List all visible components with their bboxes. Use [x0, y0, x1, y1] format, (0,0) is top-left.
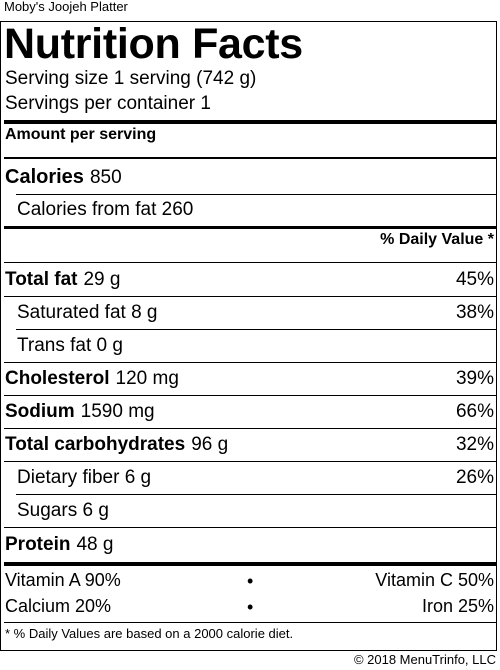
- servings-per-container: Servings per container 1: [5, 93, 211, 114]
- thin-divider: [4, 461, 496, 462]
- nutrient-daily-value: 45%: [455, 268, 494, 290]
- nutrient-daily-value: 38%: [455, 301, 494, 323]
- nutrient-daily-value: 26%: [455, 466, 494, 488]
- nutrient-amount: 96 g: [191, 433, 229, 455]
- nutrient-name: Dietary fiber 6 g: [17, 466, 152, 488]
- thin-divider: [4, 395, 496, 396]
- nutrient-row-cholesterol: Cholesterol 120 mg 39%: [5, 362, 494, 395]
- thin-divider: [4, 262, 496, 263]
- nutrient-row-total-carbohydrates: Total carbohydrates 96 g 32%: [5, 428, 494, 461]
- thin-divider: [4, 622, 496, 623]
- thin-divider: [16, 494, 496, 495]
- thick-divider: [4, 226, 496, 229]
- calories-from-fat: Calories from fat 260: [17, 198, 194, 220]
- calcium: Calcium 20%: [5, 596, 112, 616]
- nutrient-daily-value: 32%: [455, 433, 494, 455]
- thick-divider: [4, 120, 496, 124]
- nutrient-row-trans-fat: Trans fat 0 g: [17, 329, 494, 362]
- nutrient-name: Total carbohydrates: [5, 433, 186, 455]
- iron: Iron 25%: [421, 596, 494, 616]
- nutrient-name: Sodium: [5, 400, 75, 422]
- nutrient-name: Trans fat 0 g: [17, 334, 123, 356]
- nutrient-amount: 29 g: [83, 268, 121, 290]
- nutrient-daily-value: 66%: [455, 400, 494, 422]
- amount-per-serving-heading: Amount per serving: [5, 126, 157, 143]
- thin-divider: [4, 428, 496, 429]
- nutrient-row-sugars: Sugars 6 g: [17, 494, 494, 527]
- bullet-separator: •: [247, 571, 254, 591]
- nutrient-amount: 120 mg: [115, 367, 179, 389]
- nutrient-name: Cholesterol: [5, 367, 110, 389]
- thin-divider: [4, 527, 496, 528]
- nutrient-row-dietary-fiber: Dietary fiber 6 g 26%: [17, 461, 494, 494]
- vitamin-c: Vitamin C 50%: [375, 570, 494, 590]
- nutrient-name: Protein: [5, 533, 71, 555]
- nutrient-amount: 1590 mg: [80, 400, 155, 422]
- nutrient-row-total-fat: Total fat 29 g 45%: [5, 263, 494, 296]
- daily-value-footnote: * % Daily Values are based on a 2000 cal…: [5, 626, 294, 641]
- daily-value-header: % Daily Value *: [380, 231, 494, 248]
- copyright: © 2018 MenuTrinfo, LLC: [353, 652, 496, 667]
- nutrient-row-saturated-fat: Saturated fat 8 g 38%: [17, 296, 494, 329]
- nutrient-row-protein: Protein 48 g: [5, 528, 494, 561]
- thin-divider: [4, 362, 496, 363]
- nutrient-name: Sugars 6 g: [17, 499, 109, 521]
- nutrient-name: Saturated fat 8 g: [17, 301, 158, 323]
- nutrient-row-sodium: Sodium 1590 mg 66%: [5, 395, 494, 428]
- nutrient-amount: 48 g: [76, 533, 114, 555]
- medium-divider: [4, 157, 496, 159]
- thin-divider: [4, 296, 496, 297]
- calories-from-fat-row: Calories from fat 260: [17, 193, 494, 226]
- nutrient-daily-value: 39%: [455, 367, 494, 389]
- vitamin-a: Vitamin A 90%: [5, 570, 121, 590]
- thin-divider: [16, 194, 496, 195]
- nutrition-label: [0, 21, 497, 651]
- calories-row: Calories 850: [5, 161, 494, 194]
- calories-label: Calories: [5, 166, 84, 188]
- item-name: Moby's Joojeh Platter: [4, 0, 128, 14]
- nutrition-facts-title: Nutrition Facts: [4, 20, 303, 68]
- bullet-separator: •: [247, 597, 254, 617]
- calories-value: 850: [89, 166, 122, 188]
- nutrient-name: Total fat: [5, 268, 78, 290]
- thick-divider: [4, 562, 496, 566]
- thin-divider: [16, 329, 496, 330]
- serving-size: Serving size 1 serving (742 g): [5, 68, 257, 89]
